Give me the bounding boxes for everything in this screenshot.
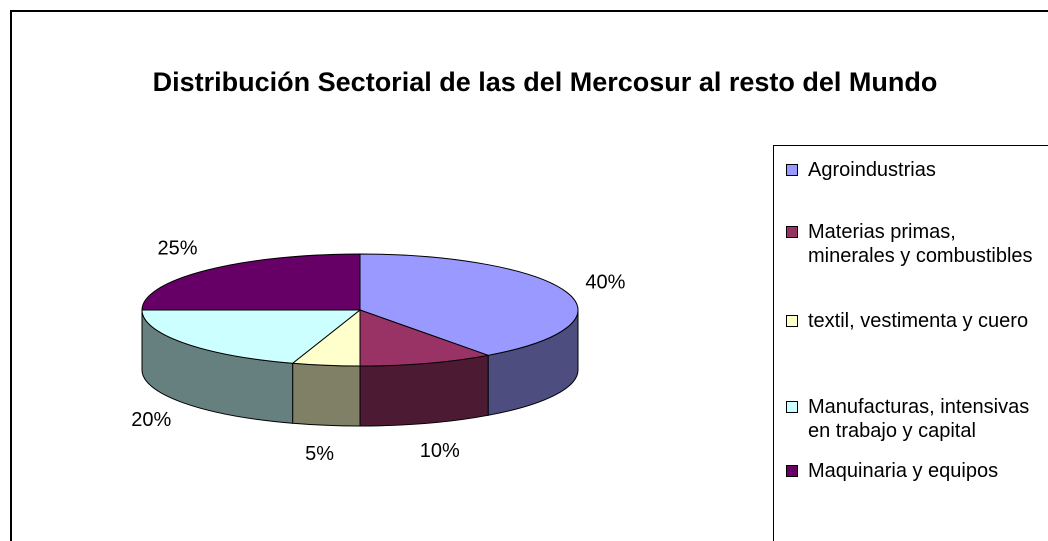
data-label: 25% (158, 237, 198, 259)
data-label: 20% (131, 409, 171, 431)
data-label: 10% (420, 440, 460, 462)
slice-side (292, 362, 361, 427)
legend-swatch (786, 164, 798, 176)
chart-frame (10, 10, 1048, 541)
legend-label: Maquinaria y equipos (808, 460, 999, 482)
legend: Agroindustrias Materias primas, minerales… (773, 145, 1048, 541)
legend-label: Agroindustrias (808, 159, 936, 181)
legend-label: textil, vestimenta y cuero (808, 310, 1029, 332)
data-label: 5% (305, 443, 334, 465)
legend-swatch (786, 226, 798, 238)
legend-swatch (786, 465, 798, 477)
legend-label: Manufacturas, intensivas en trabajo y ca… (808, 396, 1030, 442)
legend-label: Materias primas, minerales y combustible… (808, 221, 1033, 267)
slice (141, 253, 361, 311)
data-label: 40% (585, 272, 625, 294)
legend-swatch (786, 315, 798, 327)
slice (141, 309, 362, 364)
legend-swatch (786, 401, 798, 413)
slice (359, 253, 579, 356)
slice (359, 309, 491, 367)
chart-title: Distribución Sectorial de las del Mercos… (152, 67, 938, 97)
